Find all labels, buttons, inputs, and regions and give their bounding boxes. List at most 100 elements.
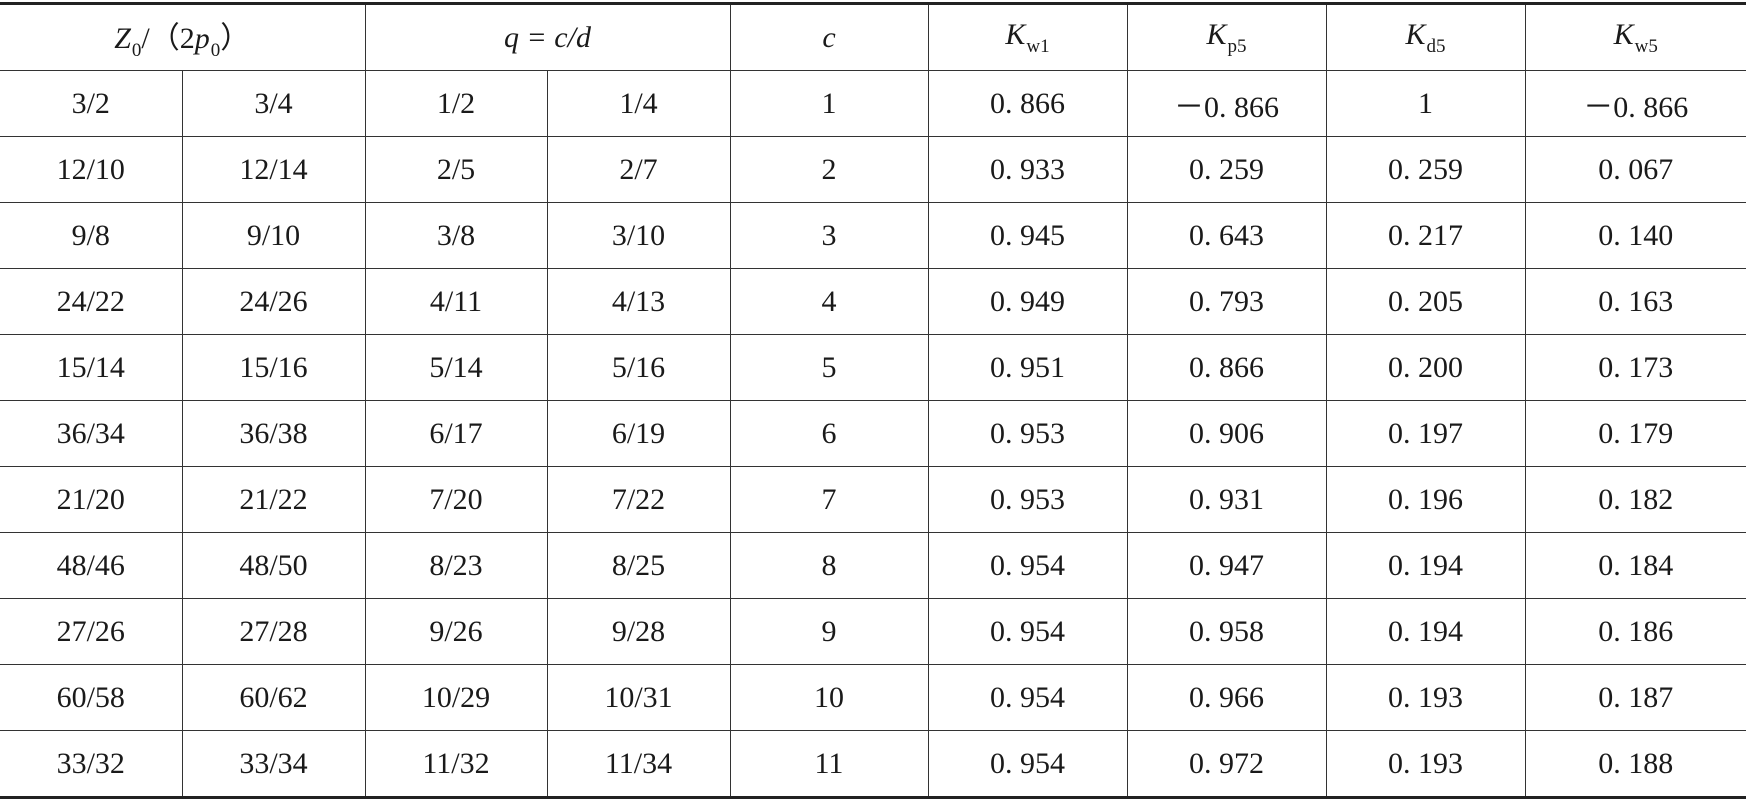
cell-q2: 5/16 [546,334,730,401]
cell-kw1: 0. 953 [927,400,1127,467]
cell-z1: 24/22 [0,268,182,335]
cell-z2: 15/16 [181,334,365,401]
cell-kw5: 0. 182 [1524,466,1746,533]
cell-z2: 24/26 [181,268,365,335]
cell-z1: 48/46 [0,532,182,599]
cell-q1: 5/14 [364,334,547,401]
cell-q2: 10/31 [546,664,730,731]
cell-kp5: 0. 793 [1126,268,1326,335]
cell-c: 11 [729,730,928,798]
cell-z2: 60/62 [181,664,365,731]
header-c: c [729,3,928,71]
cell-z1: 12/10 [0,136,182,203]
kd5-subscript: d5 [1426,35,1446,57]
z-ratio-end: ） [220,22,251,55]
table-row: 27/26 27/28 9/26 9/28 9 0. 954 0. 958 0. 194 0. … [0,598,1746,665]
table-row: 24/22 24/26 4/11 4/13 4 0. 949 0. 793 0. 205 0. … [0,268,1746,335]
cell-q1: 4/11 [364,268,547,335]
cell-q2: 2/7 [546,136,730,203]
header-kw5: Kw5 [1524,3,1746,71]
cell-q1: 2/5 [364,136,547,203]
table-row: 3/2 3/4 1/2 1/4 1 0. 866 －0. 866 1 －0. 866 [0,70,1746,137]
z-symbol: Z [114,22,131,55]
cell-kw5: 0. 179 [1524,400,1746,467]
cell-q2: 8/25 [546,532,730,599]
cell-kw5: 0. 140 [1524,202,1746,269]
cell-q2: 6/19 [546,400,730,467]
cell-z2: 48/50 [181,532,365,599]
cell-z2: 3/4 [181,70,365,137]
cell-q1: 10/29 [364,664,547,731]
cell-z2: 21/22 [181,466,365,533]
kw5-subscript: w5 [1634,35,1658,57]
cell-q1: 8/23 [364,532,547,599]
cell-kp5: 0. 906 [1126,400,1326,467]
cell-q2: 4/13 [546,268,730,335]
header-slots-per-poles: Z0/（2p0） [0,3,365,71]
cell-q2: 1/4 [546,70,730,137]
cell-kw5: 0. 163 [1524,268,1746,335]
cell-kd5: 0. 217 [1325,202,1525,269]
cell-z1: 36/34 [0,400,182,467]
cell-kp5: 0. 643 [1126,202,1326,269]
cell-z1: 9/8 [0,202,182,269]
cell-kw5: 0. 184 [1524,532,1746,599]
cell-q2: 7/22 [546,466,730,533]
cell-kw1: 0. 954 [927,730,1127,798]
cell-kd5: 0. 194 [1325,532,1525,599]
cell-kp5: 0. 931 [1126,466,1326,533]
z-ratio-mid: /（2 [141,22,195,55]
cell-kw5: 0. 173 [1524,334,1746,401]
cell-kd5: 0. 205 [1325,268,1525,335]
table-row: 48/46 48/50 8/23 8/25 8 0. 954 0. 947 0. 194 0. … [0,532,1746,599]
cell-kw1: 0. 954 [927,598,1127,665]
cell-kd5: 0. 200 [1325,334,1525,401]
cell-kw1: 0. 954 [927,664,1127,731]
table-row: 33/32 33/34 11/32 11/34 11 0. 954 0. 972 0. 193… [0,730,1746,798]
table-row: 36/34 36/38 6/17 6/19 6 0. 953 0. 906 0. 197 0. … [0,400,1746,467]
cell-kw1: 0. 949 [927,268,1127,335]
cell-z2: 12/14 [181,136,365,203]
cell-kd5: 0. 193 [1325,664,1525,731]
table-row: 9/8 9/10 3/8 3/10 3 0. 945 0. 643 0. 217 0. 140 [0,202,1746,269]
cell-z1: 3/2 [0,70,182,137]
cell-c: 6 [729,400,928,467]
header-q: q = c/d [364,3,730,71]
cell-kd5: 1 [1325,70,1525,137]
table-row: 21/20 21/22 7/20 7/22 7 0. 953 0. 931 0. 196 0. … [0,466,1746,533]
cell-kw1: 0. 951 [927,334,1127,401]
cell-c: 5 [729,334,928,401]
cell-z2: 33/34 [181,730,365,798]
cell-kw1: 0. 953 [927,466,1127,533]
cell-c: 3 [729,202,928,269]
table-row: 12/10 12/14 2/5 2/7 2 0. 933 0. 259 0. 259 0. 06… [0,136,1746,203]
p-subscript: 0 [210,40,221,61]
table-row: 15/14 15/16 5/14 5/16 5 0. 951 0. 866 0. 200 0. … [0,334,1746,401]
kw5-symbol: K [1613,17,1634,51]
cell-kp5: 0. 947 [1126,532,1326,599]
cell-q1: 6/17 [364,400,547,467]
cell-kd5: 0. 197 [1325,400,1525,467]
cell-c: 7 [729,466,928,533]
cell-z2: 36/38 [181,400,365,467]
cell-kw1: 0. 954 [927,532,1127,599]
cell-kw1: 0. 945 [927,202,1127,269]
cell-kw5: 0. 187 [1524,664,1746,731]
cell-q1: 3/8 [364,202,547,269]
kp5-symbol: K [1206,17,1227,51]
cell-z1: 60/58 [0,664,182,731]
cell-z1: 33/32 [56,746,125,780]
kw1-symbol: K [1005,17,1026,51]
cell-c: 2 [729,136,928,203]
header-kd5: Kd5 [1325,3,1525,71]
cell-kp5: －0. 866 [1126,70,1326,137]
cell-kp5: 0. 259 [1126,136,1326,203]
cell-kp5: 0. 958 [1126,598,1326,665]
cell-c: 10 [729,664,928,731]
cell-kp5: 0. 866 [1126,334,1326,401]
cell-kw5: 0. 186 [1524,598,1746,665]
kd5-symbol: K [1405,17,1426,51]
cell-q1: 7/20 [364,466,547,533]
cell-z2: 9/10 [181,202,365,269]
table-body: 3/2 3/4 1/2 1/4 1 0. 866 －0. 866 1 －0. 866 12/10… [0,70,1746,798]
